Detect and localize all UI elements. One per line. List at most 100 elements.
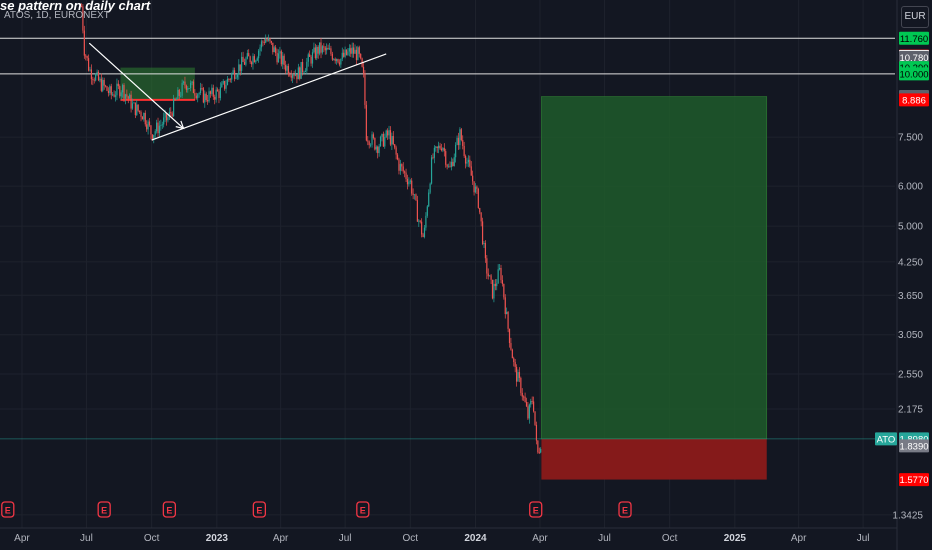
candle-body [114, 95, 117, 97]
candle-body [103, 79, 105, 86]
candle-body [345, 49, 348, 55]
candle-body [287, 66, 290, 75]
candle-body [433, 147, 435, 158]
candle-body [335, 59, 338, 61]
candle-body [392, 136, 394, 145]
candle-body [452, 161, 454, 166]
candle-body [199, 88, 202, 94]
candle-body [304, 70, 307, 73]
earnings-marker-icon [618, 501, 632, 518]
candle-body [469, 159, 471, 167]
candle-body [353, 47, 355, 54]
candle-body [331, 53, 333, 60]
candle-body [354, 49, 356, 54]
candle-body [168, 111, 170, 118]
candle-body [231, 73, 233, 80]
candle-body [314, 47, 316, 59]
candle-body [214, 96, 216, 100]
candle-body [102, 79, 104, 91]
candle-body [236, 74, 238, 78]
x-tick-label: 2024 [464, 533, 487, 544]
candle-body [347, 51, 349, 55]
candle-body [364, 73, 366, 105]
candle-body [382, 133, 384, 147]
candle-body [415, 194, 417, 201]
candle-body [93, 79, 95, 81]
candle-body [408, 181, 410, 185]
candle-body [211, 87, 213, 94]
price-level-label: 10.000 [899, 69, 928, 80]
x-tick-label: Jul [598, 533, 611, 544]
candle-body [263, 41, 265, 43]
candle-body [292, 74, 294, 78]
candle-body [260, 41, 263, 48]
candle-body [535, 424, 538, 441]
candle-body [177, 89, 179, 100]
candle-body [208, 91, 210, 102]
candle-body [173, 98, 175, 117]
candle-body [402, 166, 404, 172]
candle-body [289, 74, 291, 76]
candle-body [239, 64, 241, 71]
candle-body [158, 125, 161, 134]
candle-body [181, 82, 183, 96]
candle-body [477, 188, 479, 208]
price-level-badge [899, 67, 929, 81]
candle-body [455, 144, 457, 158]
x-tick-label: Oct [144, 533, 160, 544]
candle-body [496, 283, 498, 287]
candle-body [470, 166, 472, 176]
candle-body [395, 147, 397, 155]
downtrend-arrow-line [88, 42, 184, 129]
x-tick-label: Apr [14, 533, 30, 544]
candle-body [320, 42, 322, 53]
candle-body [147, 121, 149, 130]
candle-body [534, 411, 536, 425]
candle-body [538, 452, 540, 454]
candle-body [153, 134, 155, 140]
price-level-label: 11.760 [900, 34, 928, 45]
candle-body [215, 89, 217, 100]
candle-body [340, 58, 342, 65]
candle-body [131, 103, 134, 109]
y-tick-label: 2.550 [898, 370, 923, 381]
y-tick-label: 5.000 [898, 222, 923, 233]
currency-button[interactable]: EUR [901, 6, 929, 28]
candle-body [399, 164, 401, 171]
candle-body [161, 124, 163, 126]
candle-body [487, 273, 489, 277]
candle-body [432, 157, 434, 159]
candle-body [290, 75, 292, 78]
candle-body [360, 53, 362, 59]
earnings-marker-icon [356, 501, 370, 518]
ticker-label: ATO [877, 434, 896, 445]
candle-body [343, 52, 345, 57]
candle-body [334, 58, 336, 61]
candle-body [525, 402, 528, 407]
candle-body [100, 78, 102, 91]
candle-body [262, 41, 264, 43]
candle-body [83, 30, 85, 56]
candle-body [404, 171, 406, 173]
candle-body [351, 47, 353, 54]
candle-body [270, 41, 273, 43]
candle-body [184, 81, 186, 86]
y-tick-label: 7.500 [898, 133, 923, 144]
earnings-marker-icon [162, 501, 177, 518]
candle-body [344, 49, 346, 57]
candle-body [313, 47, 315, 53]
candle-body [154, 131, 156, 135]
candle-body [467, 159, 470, 163]
candle-body [450, 161, 452, 167]
candle-body [387, 130, 389, 136]
candle-body [493, 283, 495, 299]
candle-body [379, 136, 382, 147]
candle-body [498, 267, 501, 270]
candle-body [426, 206, 428, 216]
candle-body [430, 157, 433, 184]
candle-body [279, 51, 281, 54]
candle-body [209, 91, 212, 94]
candle-body [297, 67, 299, 80]
candle-body [443, 148, 445, 152]
